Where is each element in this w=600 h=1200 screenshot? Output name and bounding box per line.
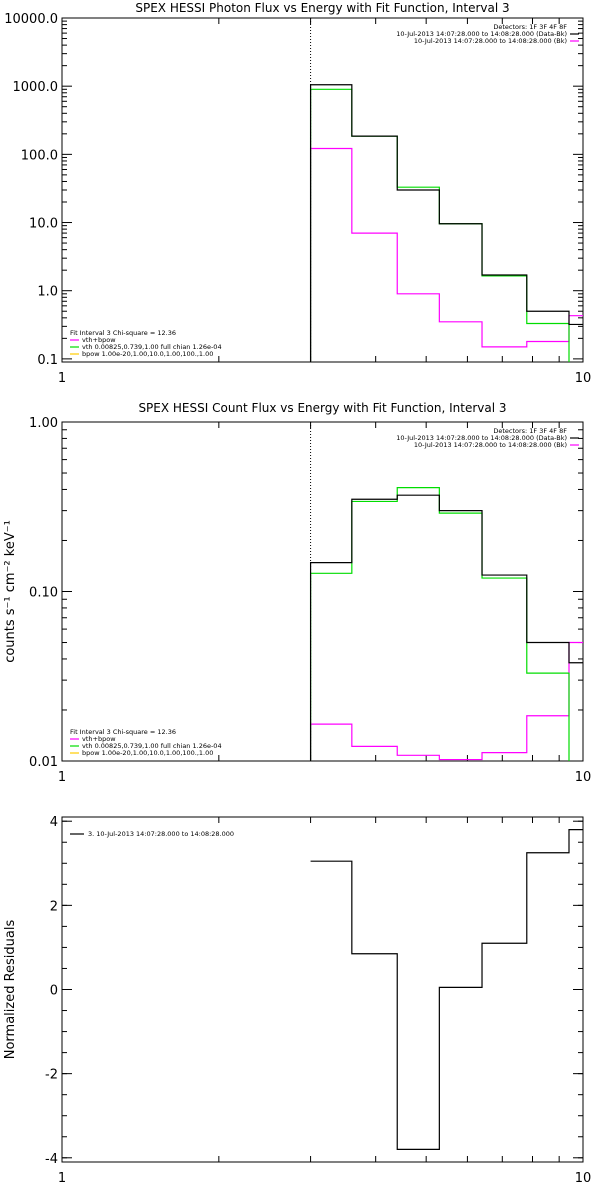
legend-bottom-line: bpow 1.00e-20,1.00,10.0,1.00,100.,1.00 — [82, 749, 213, 757]
y-tick-label: 10000.0 — [4, 12, 58, 27]
y-tick-label: 10.0 — [29, 217, 58, 232]
y-tick-label: 0.1 — [37, 353, 58, 368]
residuals-panel: -4 -2 0 2 4 1 10 Normalized Residuals 3. 10-Jul-… — [3, 815, 591, 1186]
legend-entry: 3. 10-Jul-2013 14:07:28.000 to 14:08:28.… — [88, 830, 234, 838]
legend-bottom-line: vth+bpow — [82, 735, 116, 743]
y-tick-label: 1.00 — [29, 416, 58, 431]
y-tick-label: 2 — [50, 899, 58, 914]
y-tick-label: -4 — [45, 1152, 58, 1167]
legend-bottom-line: Fit Interval 3 Chi-square = 12.36 — [70, 329, 176, 337]
legend-top-line: 10-Jul-2013 14:07:28.000 to 14:08:28.000… — [396, 30, 567, 38]
y-tick-label: 4 — [50, 815, 58, 830]
y-tick-label: -2 — [45, 1068, 58, 1083]
count-flux-panel: SPEX HESSI Count Flux vs Energy with Fit… — [3, 401, 591, 785]
plot-frame — [61, 816, 584, 1163]
x-tick-label: 10 — [575, 770, 592, 785]
legend-top-line: 10-Jul-2013 14:07:28.000 to 14:08:28.000… — [396, 434, 567, 442]
legend-top-line: 10-Jul-2013 14:07:28.000 to 14:08:28.000… — [414, 37, 567, 45]
series-step-line-2 — [309, 641, 583, 761]
series-step-line-0 — [309, 494, 583, 761]
plot-frame — [61, 17, 584, 363]
series-step-line-0 — [310, 829, 583, 1150]
x-tick-label: 1 — [58, 770, 66, 785]
y-axis-label: Normalized Residuals — [3, 920, 18, 1060]
legend-top-line: Detectors: 1F 3F 4F 8F — [493, 23, 567, 31]
plot-frame — [61, 421, 584, 762]
y-tick-label: 1000.0 — [13, 80, 59, 95]
x-tick-label: 10 — [575, 371, 592, 386]
photon-flux-panel: SPEX HESSI Photon Flux vs Energy with Fi… — [4, 1, 591, 386]
legend-bottom-line: Fit Interval 3 Chi-square = 12.36 — [70, 728, 176, 736]
legend-top-line: 10-Jul-2013 14:07:28.000 to 14:08:28.000… — [414, 441, 567, 449]
y-tick-label: 100.0 — [21, 148, 58, 163]
legend-top-line: Detectors: 1F 3F 4F 8F — [493, 427, 567, 435]
y-tick-label: 0.10 — [29, 586, 58, 601]
series-step-line-2 — [309, 147, 583, 362]
y-axis-label: counts s⁻¹ cm⁻² keV⁻¹ — [3, 520, 18, 663]
y-tick-label: 1.0 — [37, 285, 58, 300]
plot-title: SPEX HESSI Count Flux vs Energy with Fit… — [138, 401, 506, 415]
x-tick-label: 10 — [575, 1171, 592, 1186]
legend-bottom-line: vth 0.00825,0.739,1.00 full chian 1.26e-… — [82, 343, 222, 351]
y-tick-label: 0.01 — [29, 755, 58, 770]
legend-bottom-line: bpow 1.00e-20,1.00,10.0,1.00,100.,1.00 — [82, 350, 213, 358]
plot-title: SPEX HESSI Photon Flux vs Energy with Fi… — [135, 1, 509, 15]
x-tick-label: 1 — [58, 371, 66, 386]
x-tick-label: 1 — [58, 1171, 66, 1186]
y-tick-label: 0 — [50, 984, 58, 999]
series-step-line-0 — [309, 84, 583, 362]
legend-bottom-line: vth+bpow — [82, 336, 116, 344]
legend-bottom-line: vth 0.00825,0.739,1.00 full chian 1.26e-… — [82, 742, 222, 750]
